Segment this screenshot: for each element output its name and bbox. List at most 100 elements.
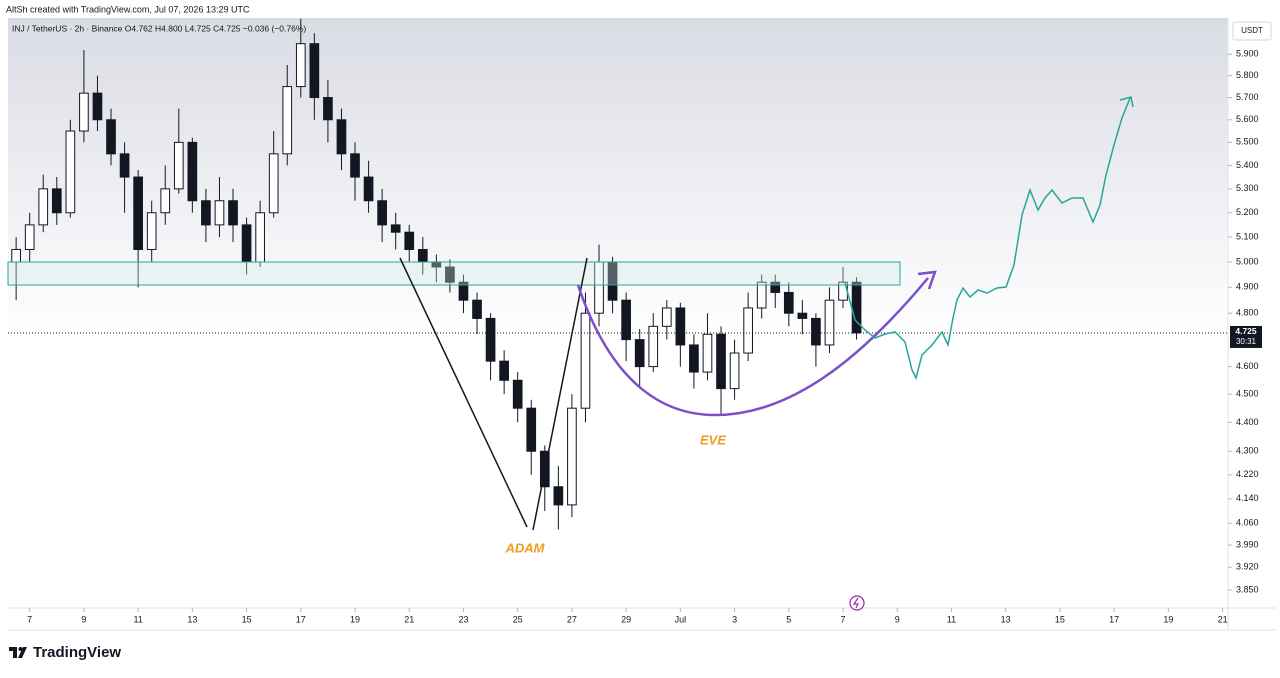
event-icon-bolt [852, 597, 859, 609]
candle-body [567, 407, 577, 506]
candle-body [268, 153, 279, 214]
candle-body [363, 176, 374, 202]
x-tick-label: 29 [621, 614, 631, 624]
resistance-zone [7, 261, 901, 286]
candle-body [336, 119, 347, 155]
candle-body [716, 333, 726, 390]
x-tick-label: 17 [1109, 614, 1119, 624]
currency-box [1232, 21, 1272, 41]
candle-body [51, 188, 62, 214]
candle-body [323, 97, 333, 121]
candle-body [214, 200, 225, 226]
y-tick-label: 4.140 [1236, 493, 1259, 503]
candle-body [783, 291, 794, 314]
y-tick-label: 4.500 [1236, 389, 1259, 399]
y-tick-label: 4.060 [1236, 518, 1259, 528]
candle-body [621, 299, 631, 341]
brand: TradingView [33, 644, 121, 661]
x-tick-label: 7 [27, 614, 32, 624]
logo-dot [18, 647, 23, 651]
candle-body [634, 339, 645, 368]
y-tick-label: 5.900 [1236, 49, 1259, 59]
candle-body [661, 307, 672, 327]
symbol-legend: INJ / TetherUS · 2h · Binance O4.762 H4.… [12, 23, 306, 33]
candle-body [553, 486, 564, 506]
candle-body [133, 176, 143, 250]
x-tick-label: 27 [567, 614, 577, 624]
x-tick-label: 5 [786, 614, 791, 624]
candle-body [702, 333, 713, 373]
logo-mark [9, 647, 27, 658]
candle-body [309, 43, 320, 99]
candle-body [824, 299, 835, 346]
candle-body [160, 188, 171, 214]
x-tick-label: 11 [133, 614, 142, 624]
y-tick-label: 5.400 [1236, 160, 1259, 170]
y-tick-label: 4.220 [1236, 469, 1259, 479]
candle-body [485, 317, 496, 362]
price-axis [1228, 18, 1276, 608]
projection-path [844, 97, 1131, 381]
candle-body [106, 119, 116, 155]
x-tick-label: 13 [187, 614, 197, 624]
currency: USDT [1241, 26, 1263, 35]
x-tick-label: 25 [513, 614, 523, 624]
y-tick-label: 4.800 [1236, 308, 1259, 318]
candle-body [350, 153, 360, 178]
candle-body [404, 231, 415, 250]
y-tick-label: 5.100 [1236, 231, 1259, 241]
cup-curve [576, 277, 929, 417]
candle-body [729, 352, 740, 390]
candle-body [377, 200, 387, 226]
y-tick-label: 5.200 [1236, 207, 1259, 217]
x-tick-label: 21 [404, 614, 414, 624]
candle-body [499, 360, 509, 381]
x-tick-label: 19 [1163, 614, 1173, 624]
y-tick-label: 3.850 [1236, 584, 1259, 594]
y-tick-label: 3.990 [1236, 539, 1259, 549]
arrow-head [1119, 96, 1134, 108]
candle-body [756, 281, 767, 309]
brand-logo: TradingView [9, 644, 121, 661]
candle-body [241, 224, 252, 263]
candle-body [11, 248, 21, 263]
x-tick-label: 7 [841, 614, 846, 624]
candle-body [24, 224, 35, 250]
x-tick-label: 19 [350, 614, 360, 624]
y-tick-label: 5.600 [1236, 114, 1259, 124]
y-tick-label: 5.000 [1236, 256, 1259, 266]
candle-body [770, 281, 781, 293]
y-tick-label: 5.800 [1236, 70, 1259, 80]
candle-body [445, 266, 455, 283]
arrow-head [917, 270, 937, 290]
candle-body [472, 299, 482, 319]
last-price-tag [1230, 325, 1262, 348]
credit: AltSh created with TradingView.com, Jul … [6, 4, 250, 14]
x-tick-label: 15 [1055, 614, 1065, 624]
candle-body [38, 188, 49, 226]
event-icon[interactable] [849, 595, 865, 611]
candle-body [689, 344, 699, 373]
x-tick-label: 17 [296, 614, 306, 624]
x-tick-label: 9 [895, 614, 900, 624]
candle-body [390, 224, 401, 233]
candle-body [119, 153, 130, 178]
x-tick-label: 3 [732, 614, 737, 624]
x-tick-label: 9 [81, 614, 86, 624]
candle-body [282, 86, 293, 155]
x-tick-label: 15 [242, 614, 252, 624]
y-tick-label: 4.600 [1236, 361, 1259, 371]
annotation: EVE [700, 432, 726, 447]
countdown: 30:31 [1236, 337, 1257, 346]
candle-body [201, 200, 211, 226]
y-tick-label: 5.500 [1236, 137, 1259, 147]
candle-body [580, 312, 591, 409]
annotation: ADAM [505, 540, 546, 555]
plot-background [8, 18, 1228, 608]
x-tick-label: 23 [458, 614, 468, 624]
y-tick-label: 4.300 [1236, 446, 1259, 456]
candle-body [458, 281, 469, 301]
y-tick-label: 5.700 [1236, 92, 1259, 102]
candle-body [228, 200, 238, 226]
